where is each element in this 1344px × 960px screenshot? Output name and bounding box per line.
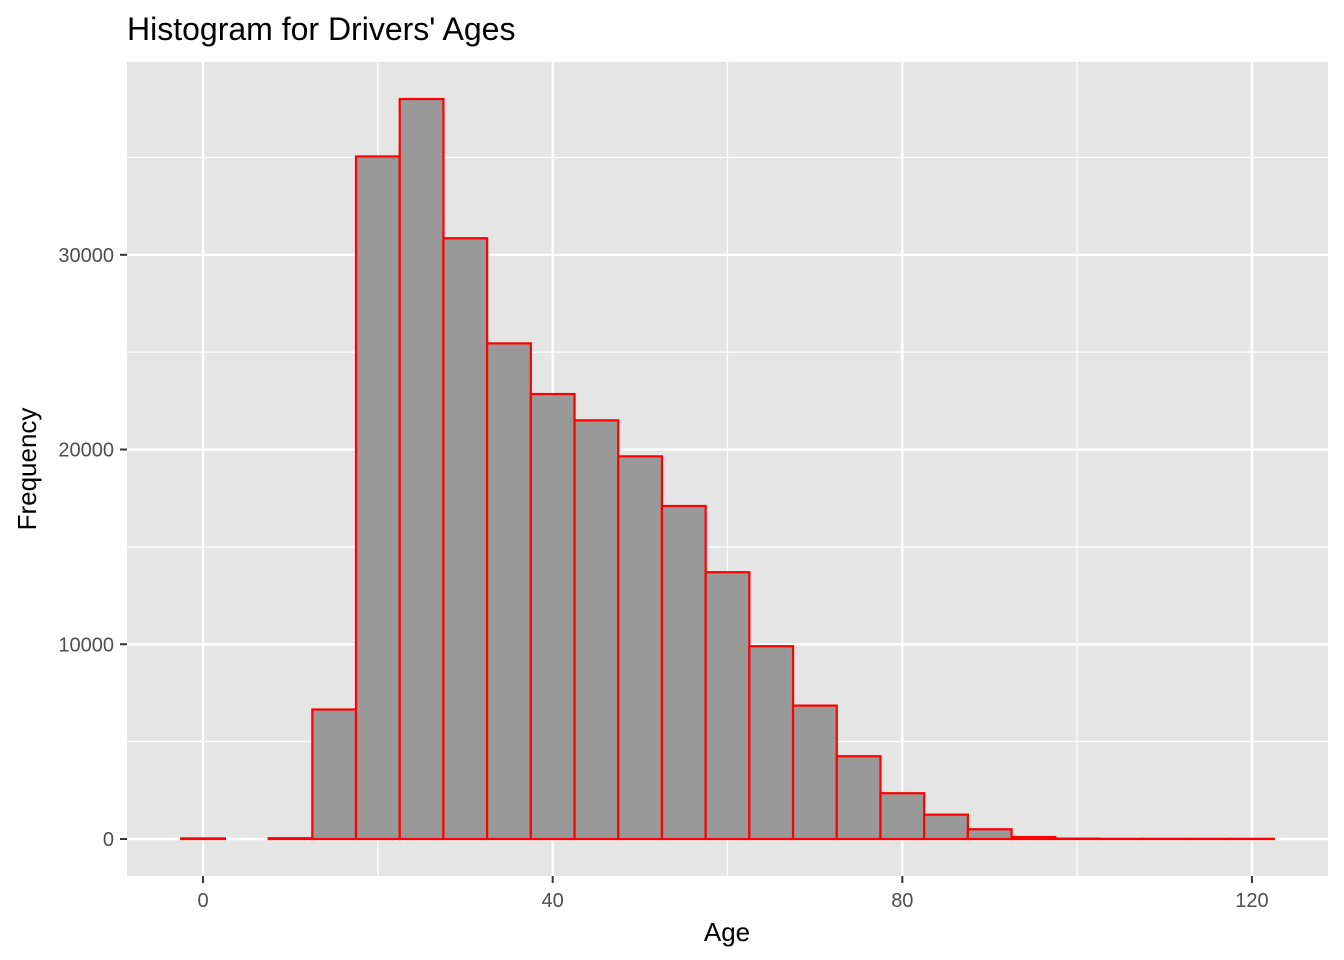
y-axis-label: Frequency [12, 408, 42, 531]
x-tick-label: 40 [542, 890, 564, 912]
histogram-bar [660, 504, 707, 841]
histogram-bar [835, 755, 882, 841]
histogram-bar [529, 392, 576, 841]
y-tick-label: 20000 [58, 440, 114, 462]
histogram-bar [1010, 835, 1057, 841]
x-tick-label: 120 [1235, 890, 1268, 912]
histogram-bar [923, 813, 969, 841]
histogram-bar [354, 155, 401, 841]
y-axis: 0 10000 20000 30000 [58, 245, 127, 851]
histogram-bar [311, 708, 358, 841]
histogram-bar [180, 837, 226, 841]
histogram-bars [180, 97, 1275, 841]
histogram-bar [879, 792, 926, 841]
histogram-bar [617, 455, 664, 841]
y-tick-label: 0 [103, 829, 114, 851]
histogram-bar [398, 97, 445, 841]
histogram-bar [486, 342, 532, 841]
y-tick-label: 10000 [58, 634, 114, 656]
histogram-bar [442, 237, 489, 841]
x-axis: 0 40 80 120 [197, 876, 1269, 912]
histogram-bar [966, 828, 1013, 841]
y-tick-label: 30000 [58, 245, 114, 267]
histogram-bar [748, 645, 795, 841]
histogram-bar [267, 837, 314, 841]
histogram-bar [573, 419, 620, 841]
x-axis-label: Age [704, 917, 750, 947]
chart-title: Histogram for Drivers' Ages [127, 11, 515, 47]
x-tick-label: 80 [891, 890, 913, 912]
histogram-bar [704, 571, 751, 841]
x-tick-label: 0 [197, 890, 208, 912]
histogram-bar [791, 704, 838, 841]
